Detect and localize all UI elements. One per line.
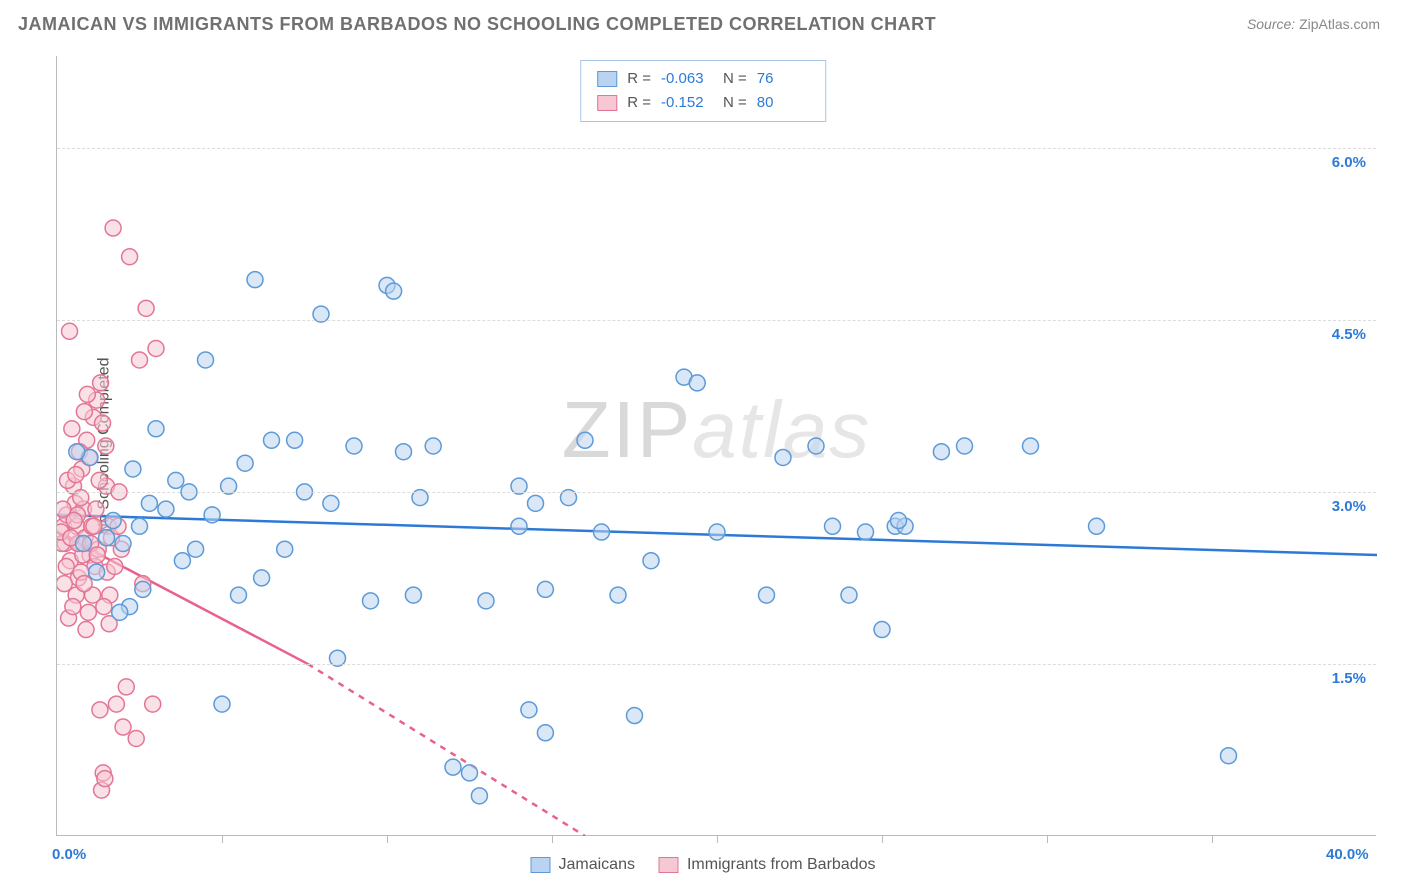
gridline bbox=[57, 320, 1376, 321]
x-tick bbox=[222, 835, 223, 843]
correlation-chart: JAMAICAN VS IMMIGRANTS FROM BARBADOS NO … bbox=[0, 0, 1406, 892]
swatch-barbados bbox=[597, 95, 617, 111]
y-tick-label: 3.0% bbox=[1332, 498, 1366, 515]
swatch-jamaicans bbox=[597, 71, 617, 87]
stats-row-jamaicans: R = -0.063 N = 76 bbox=[597, 67, 809, 91]
x-max-label: 40.0% bbox=[1326, 846, 1369, 863]
legend-item-jamaicans: Jamaicans bbox=[531, 856, 635, 874]
x-tick bbox=[387, 835, 388, 843]
stat-n-value-jamaicans: 76 bbox=[757, 67, 809, 91]
gridline bbox=[57, 148, 1376, 149]
source-name: ZipAtlas.com bbox=[1299, 16, 1380, 32]
gridline bbox=[57, 664, 1376, 665]
scatter-svg bbox=[57, 56, 1377, 836]
y-tick-label: 6.0% bbox=[1332, 154, 1366, 171]
stat-n-label: N = bbox=[723, 91, 747, 115]
chart-title: JAMAICAN VS IMMIGRANTS FROM BARBADOS NO … bbox=[18, 14, 936, 35]
plot-area: ZIPatlas 1.5%3.0%4.5%6.0% bbox=[56, 56, 1376, 836]
x-tick bbox=[882, 835, 883, 843]
source-label: Source: bbox=[1247, 16, 1295, 32]
stat-r-value-jamaicans: -0.063 bbox=[661, 67, 713, 91]
y-tick-label: 1.5% bbox=[1332, 670, 1366, 687]
bottom-legend: Jamaicans Immigrants from Barbados bbox=[531, 856, 876, 874]
stat-r-value-barbados: -0.152 bbox=[661, 91, 713, 115]
stats-box: R = -0.063 N = 76 R = -0.152 N = 80 bbox=[580, 60, 826, 122]
x-tick bbox=[1047, 835, 1048, 843]
x-origin-label: 0.0% bbox=[52, 846, 86, 863]
x-tick bbox=[1212, 835, 1213, 843]
legend-label-jamaicans: Jamaicans bbox=[559, 856, 635, 874]
stat-r-label: R = bbox=[627, 67, 651, 91]
source-attribution: Source: ZipAtlas.com bbox=[1247, 16, 1380, 32]
stats-row-barbados: R = -0.152 N = 80 bbox=[597, 91, 809, 115]
stat-n-value-barbados: 80 bbox=[757, 91, 809, 115]
legend-swatch-barbados bbox=[659, 857, 679, 873]
legend-item-barbados: Immigrants from Barbados bbox=[659, 856, 876, 874]
legend-label-barbados: Immigrants from Barbados bbox=[687, 856, 876, 874]
legend-swatch-jamaicans bbox=[531, 857, 551, 873]
x-tick bbox=[717, 835, 718, 843]
stat-n-label: N = bbox=[723, 67, 747, 91]
gridline bbox=[57, 492, 1376, 493]
stat-r-label: R = bbox=[627, 91, 651, 115]
y-tick-label: 4.5% bbox=[1332, 326, 1366, 343]
x-tick bbox=[552, 835, 553, 843]
